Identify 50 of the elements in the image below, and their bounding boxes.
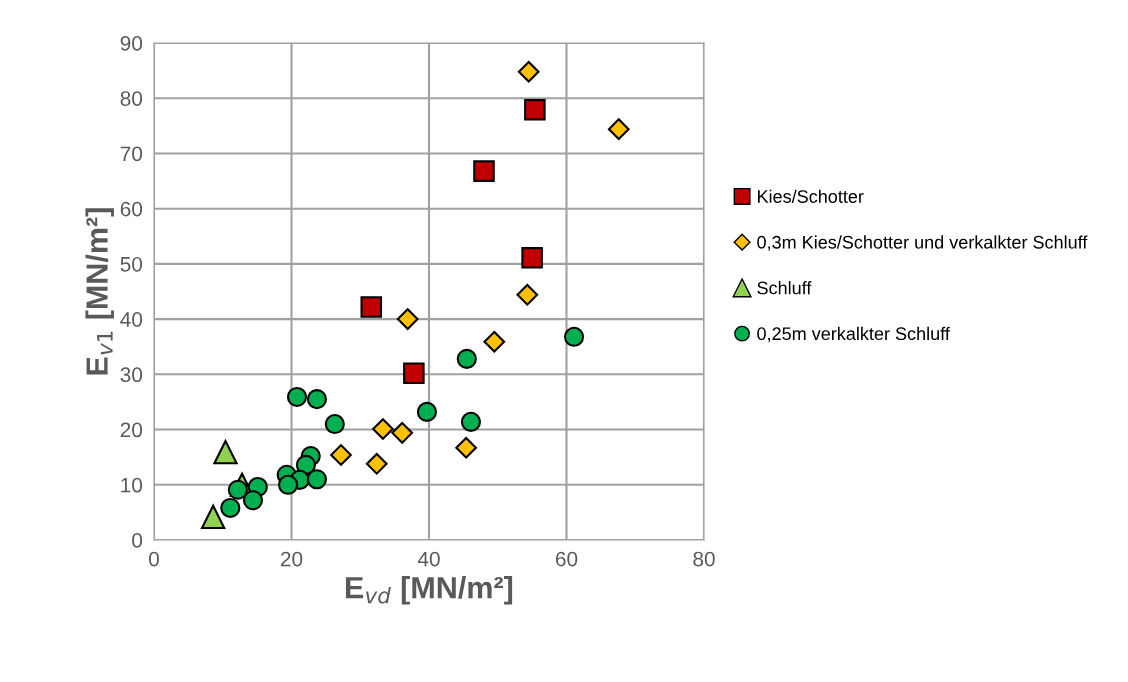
y-tick-label: 10 bbox=[121, 477, 143, 493]
point bbox=[324, 413, 345, 435]
point bbox=[360, 296, 383, 318]
point bbox=[365, 452, 388, 475]
point bbox=[563, 326, 585, 347]
point bbox=[306, 469, 328, 490]
point bbox=[227, 479, 248, 500]
point bbox=[277, 474, 299, 495]
point bbox=[396, 308, 419, 330]
point bbox=[213, 440, 238, 465]
point bbox=[483, 330, 506, 353]
x-tick-label: 40 bbox=[417, 551, 440, 567]
x-tick-label: 60 bbox=[555, 551, 578, 567]
point bbox=[456, 348, 477, 369]
point bbox=[306, 389, 328, 410]
point bbox=[473, 160, 495, 182]
point bbox=[524, 99, 546, 121]
point bbox=[460, 411, 482, 432]
y-tick-label: 20 bbox=[120, 422, 143, 438]
point bbox=[286, 386, 308, 408]
point bbox=[391, 422, 414, 444]
x-axis-title: E$_{vd}$ [MN/m²] bbox=[345, 576, 513, 605]
point bbox=[416, 401, 438, 422]
point bbox=[517, 60, 540, 83]
y-tick-label: 80 bbox=[120, 91, 143, 106]
point bbox=[455, 436, 477, 459]
y-tick-label: 60 bbox=[120, 201, 143, 217]
point bbox=[200, 504, 226, 529]
legend-label: 0,3m Kies/Schotter und verkalkter Schluff bbox=[757, 235, 1088, 251]
y-axis-title: E$_{v1}$ [MN/m²] bbox=[85, 208, 114, 375]
x-tick-label: 20 bbox=[280, 551, 303, 567]
legend-label: 0,25m verkalkter Schluff bbox=[757, 326, 950, 343]
point bbox=[516, 283, 539, 306]
y-tick-label: 70 bbox=[120, 146, 143, 162]
y-tick-label: 30 bbox=[120, 367, 143, 383]
point bbox=[330, 444, 352, 466]
legend-label: Kies/Schotter bbox=[758, 189, 864, 203]
point bbox=[521, 247, 543, 269]
point bbox=[220, 497, 241, 519]
point bbox=[403, 362, 425, 384]
y-tick-label: 90 bbox=[120, 36, 143, 51]
point bbox=[607, 118, 630, 141]
y-tick-label: 40 bbox=[120, 312, 143, 327]
y-tick-label: 0 bbox=[132, 533, 143, 548]
point bbox=[242, 490, 264, 511]
point bbox=[372, 418, 394, 440]
legend-label: Schluff bbox=[757, 281, 812, 295]
x-tick-label: 0 bbox=[149, 551, 159, 567]
y-tick-label: 50 bbox=[120, 256, 143, 272]
x-tick-label: 80 bbox=[693, 551, 715, 567]
